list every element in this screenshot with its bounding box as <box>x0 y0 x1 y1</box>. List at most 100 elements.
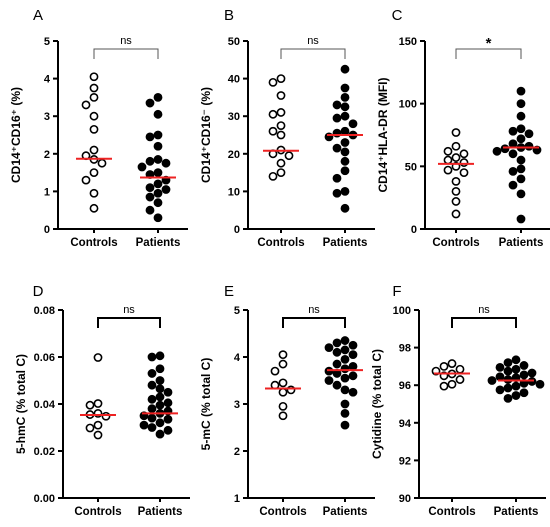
patient-point <box>340 336 350 345</box>
patient-point <box>161 185 171 194</box>
patient-point <box>508 139 518 149</box>
control-point <box>268 109 278 119</box>
control-point <box>278 378 288 388</box>
patient-point <box>137 162 147 172</box>
y-tick-label: 100 <box>393 305 411 317</box>
patient-point <box>147 423 157 432</box>
significance-label: ns <box>308 304 320 316</box>
patient-point <box>340 203 350 213</box>
y-axis-label: CD14⁺CD16⁺ (%) <box>9 87 23 183</box>
significance-label: ns <box>120 35 132 47</box>
patient-point <box>516 86 526 96</box>
patient-point <box>527 368 537 378</box>
patient-point <box>139 420 149 430</box>
patient-point <box>516 134 526 144</box>
y-tick-label: 40 <box>228 74 240 86</box>
patient-point <box>153 93 163 102</box>
patient-point <box>503 358 513 368</box>
patient-point <box>340 166 350 176</box>
patient-point <box>503 366 513 376</box>
control-point <box>93 430 103 440</box>
significance-bracket <box>93 48 159 59</box>
x-tick-label: Controls <box>428 506 475 518</box>
panel-letter: C <box>392 7 403 24</box>
y-tick-label: 5 <box>234 305 240 317</box>
y-tick-label: 0 <box>411 224 417 236</box>
patient-point <box>147 369 157 378</box>
control-point <box>455 375 465 384</box>
control-point <box>439 381 449 391</box>
patient-point <box>161 158 171 168</box>
y-tick-label: 0.06 <box>34 352 55 364</box>
patient-point <box>340 345 350 355</box>
y-tick-label: 0.08 <box>34 305 55 317</box>
y-tick-label: 0.02 <box>34 446 55 458</box>
control-point <box>451 141 461 151</box>
patient-point <box>153 213 163 223</box>
patient-point <box>332 347 342 357</box>
y-tick-label: 3 <box>44 111 50 123</box>
patient-point <box>495 385 505 395</box>
y-tick-label: 2 <box>44 149 50 161</box>
control-point <box>451 153 461 162</box>
patient-point <box>348 340 358 350</box>
panel-b: B 0 10 20 30 40 50 Controls Patients CD14⁺CD16⁻ (… <box>199 7 375 249</box>
patient-point <box>508 180 518 190</box>
y-tick-label: 150 <box>399 36 417 48</box>
control-point <box>81 100 91 110</box>
patient-point <box>340 138 350 147</box>
patient-point <box>340 111 350 121</box>
y-axis-label: Cytidine (% total C) <box>370 349 384 459</box>
patient-point <box>511 381 521 391</box>
patient-point <box>340 93 350 102</box>
patient-point <box>332 113 342 123</box>
patient-point <box>340 126 350 136</box>
patient-point <box>340 385 350 395</box>
control-point <box>89 168 99 177</box>
y-tick-label: 94 <box>399 418 412 430</box>
y-axis-label: 5-hmC (% total C) <box>14 354 28 454</box>
y-tick-label: 20 <box>228 149 240 161</box>
patient-point <box>153 188 163 198</box>
control-point <box>276 158 286 168</box>
control-point <box>278 411 288 421</box>
x-tick-label: Controls <box>432 237 479 249</box>
control-point <box>443 155 453 165</box>
patient-point <box>492 146 502 156</box>
patient-point <box>495 362 505 372</box>
control-point <box>89 203 99 213</box>
patient-point <box>147 380 157 390</box>
patient-point <box>519 388 529 398</box>
patient-point <box>163 425 173 435</box>
control-point <box>443 165 453 175</box>
y-tick-label: 92 <box>399 455 411 467</box>
y-tick-label: 3 <box>234 399 240 411</box>
panel-e: E 1 2 3 4 5 Controls Patients 5-mC (% total C) ns <box>199 283 375 518</box>
patient-point <box>147 394 157 404</box>
patient-point <box>332 338 342 348</box>
control-point <box>455 364 465 374</box>
control-point <box>278 350 288 360</box>
patient-point <box>153 141 163 151</box>
control-point <box>89 83 99 93</box>
control-point <box>447 359 457 368</box>
control-point <box>89 124 99 134</box>
patient-point <box>155 351 165 361</box>
x-tick-label: Patients <box>136 237 181 249</box>
control-point <box>81 175 91 185</box>
patient-point <box>340 147 350 157</box>
patient-point <box>332 173 342 183</box>
control-point <box>89 188 99 198</box>
y-tick-label: 50 <box>405 161 417 173</box>
significance-bracket <box>455 48 522 59</box>
patient-point <box>155 392 165 402</box>
patient-point <box>155 418 165 428</box>
control-point <box>278 401 288 411</box>
patient-point <box>145 132 155 142</box>
control-point <box>276 168 286 177</box>
x-tick-label: Patients <box>494 506 539 518</box>
control-point <box>276 74 286 83</box>
significance-bracket <box>97 317 161 328</box>
patient-point <box>340 364 350 374</box>
